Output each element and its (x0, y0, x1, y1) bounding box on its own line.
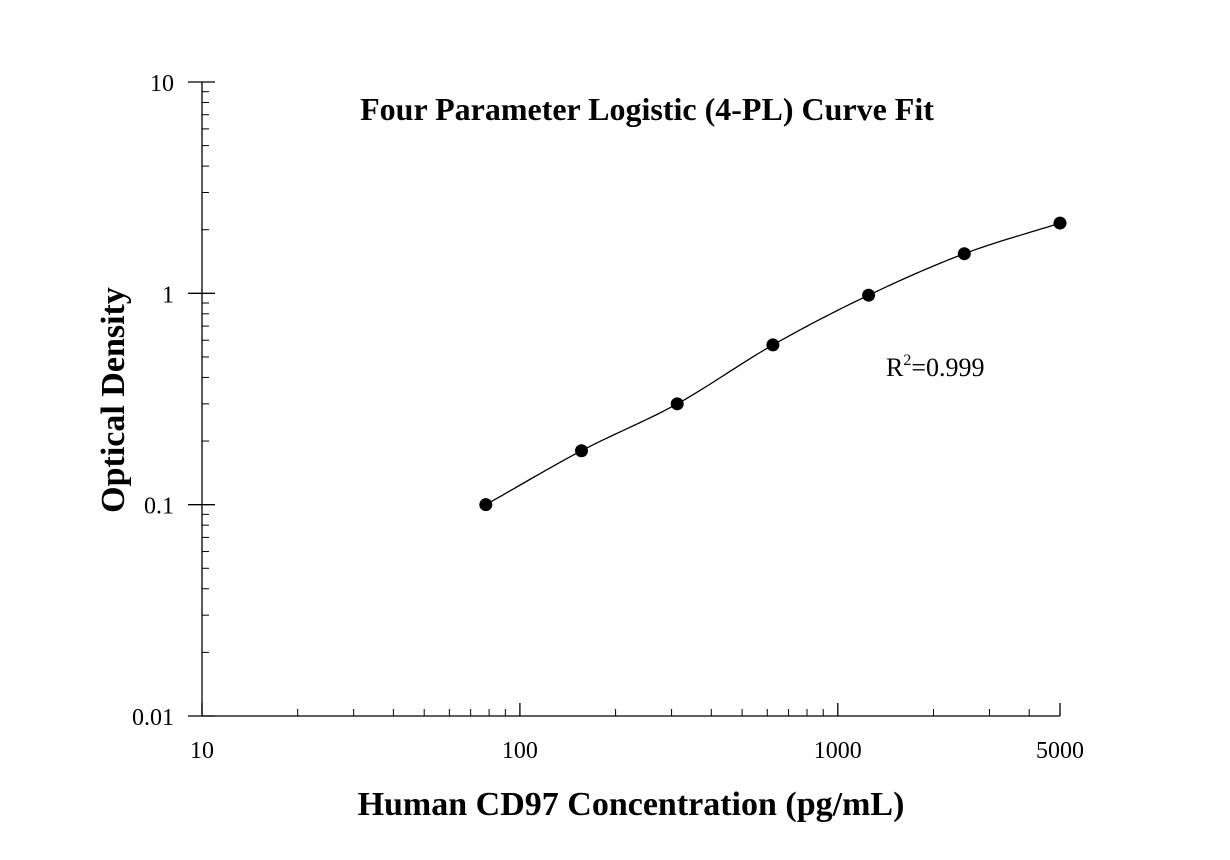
x-tick-label: 5000 (1036, 738, 1084, 764)
minor-ticks (202, 91, 1030, 716)
y-tick-label: 0.1 (144, 494, 174, 520)
r-squared-annotation: R2=0.999 (886, 352, 985, 382)
data-point (575, 444, 589, 458)
y-tick-label: 0.01 (132, 705, 174, 731)
chart-title: Four Parameter Logistic (4-PL) Curve Fit (360, 91, 934, 127)
r-squared-base: R (886, 353, 904, 382)
y-axis-label: Optical Density (95, 287, 132, 513)
x-tick-label: 10 (190, 738, 214, 764)
major-ticks (188, 81, 1061, 717)
axes (201, 82, 1060, 717)
x-tick-label: 1000 (814, 738, 862, 764)
r-squared-value: =0.999 (911, 353, 984, 382)
x-tick-label: 100 (502, 738, 538, 764)
data-points (479, 216, 1067, 512)
y-tick-label: 1 (162, 282, 174, 308)
x-axis-label: Human CD97 Concentration (pg/mL) (358, 786, 905, 823)
y-tick-label: 10 (150, 71, 174, 97)
data-point (670, 397, 684, 411)
data-point (1053, 216, 1067, 230)
r-squared-superscript: 2 (903, 352, 911, 369)
data-point (766, 338, 780, 352)
data-point (957, 247, 971, 261)
tick-labels: 10 100 1000 5000 0.01 0.1 1 10 (132, 71, 1084, 764)
data-point (479, 498, 493, 512)
data-point (862, 288, 876, 302)
